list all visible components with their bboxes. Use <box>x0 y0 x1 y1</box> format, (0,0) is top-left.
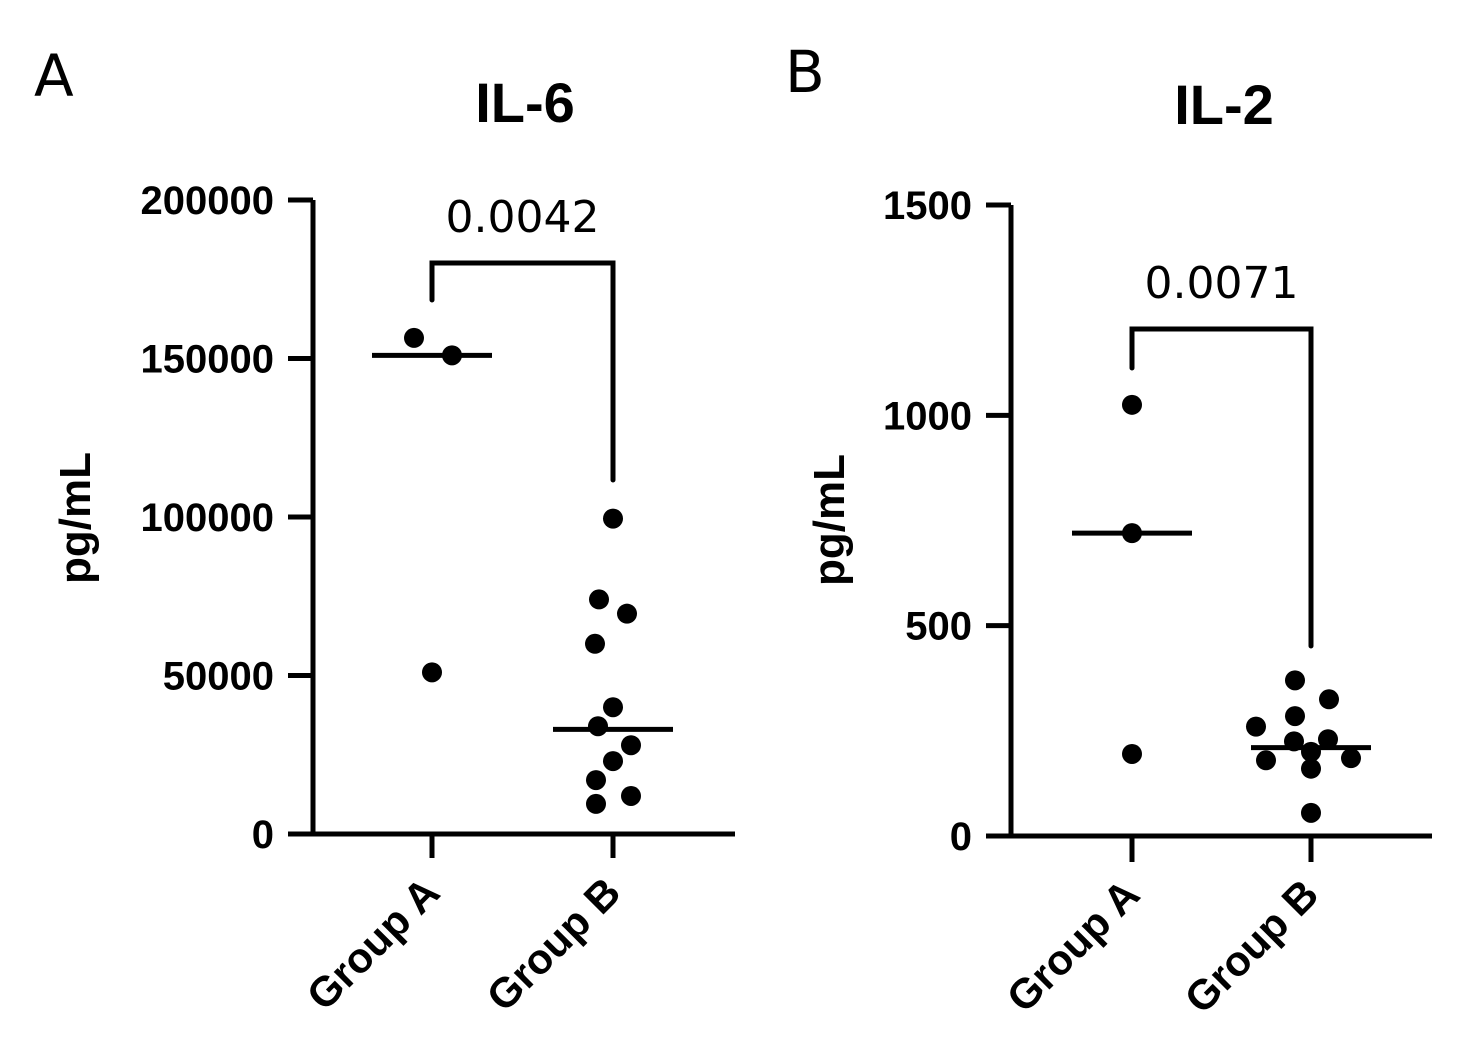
y-tick-label: 1500 <box>883 184 972 228</box>
data-point <box>588 716 608 737</box>
y-tick-label: 100000 <box>141 496 274 540</box>
data-point <box>1301 741 1321 762</box>
data-point <box>603 697 623 718</box>
panel-label: B <box>785 38 825 106</box>
data-point <box>1122 523 1142 544</box>
x-tick-label: Group B <box>1175 870 1327 1022</box>
data-point <box>1246 716 1266 737</box>
y-tick-label: 500 <box>905 605 972 649</box>
data-point <box>621 785 641 806</box>
data-point <box>1319 689 1339 710</box>
data-point <box>603 751 623 772</box>
data-point <box>1341 748 1361 769</box>
data-point <box>1285 670 1305 691</box>
data-point <box>585 633 605 654</box>
significance-bracket <box>1129 326 1314 649</box>
data-point <box>589 589 609 610</box>
data-point <box>1318 729 1338 750</box>
data-point <box>1122 394 1142 415</box>
x-tick-label: Group B <box>477 868 629 1020</box>
data-point <box>1122 743 1142 764</box>
significance-bracket <box>429 260 616 483</box>
data-point <box>621 735 641 756</box>
x-tick-label: Group A <box>297 868 448 1019</box>
data-point <box>1285 706 1305 727</box>
y-tick-label: 200000 <box>141 179 274 223</box>
y-tick-label: 1000 <box>883 394 972 438</box>
p-value-label: 0.0042 <box>446 192 600 243</box>
data-point <box>422 662 442 683</box>
y-tick-label: 0 <box>252 813 274 857</box>
data-point <box>1301 802 1321 823</box>
data-point <box>442 345 462 366</box>
data-point <box>1301 758 1321 779</box>
chart-title: IL-6 <box>475 71 575 134</box>
y-tick-label: 50000 <box>163 655 274 699</box>
data-point <box>603 508 623 529</box>
data-point <box>586 770 606 791</box>
chart-title: IL-2 <box>1174 73 1274 136</box>
y-tick-label: 150000 <box>141 338 274 382</box>
y-axis-label: pg/mL <box>51 452 100 584</box>
y-axis-label: pg/mL <box>805 454 854 586</box>
chart-panel-a: A IL-6 pg/mL 0 50000 100000 150000 200000 Group … <box>34 42 735 1020</box>
data-point <box>1256 750 1276 771</box>
chart-panel-b: B IL-2 pg/mL 0 500 1000 1500 Group A Group B 0.00… <box>785 38 1432 1022</box>
data-point <box>617 603 637 624</box>
data-point <box>404 327 424 348</box>
y-tick-label: 0 <box>950 815 972 859</box>
panel-label: A <box>34 42 74 110</box>
data-point <box>1284 731 1304 752</box>
x-tick-label: Group A <box>997 870 1148 1021</box>
data-point <box>586 793 606 814</box>
p-value-label: 0.0071 <box>1145 258 1299 309</box>
